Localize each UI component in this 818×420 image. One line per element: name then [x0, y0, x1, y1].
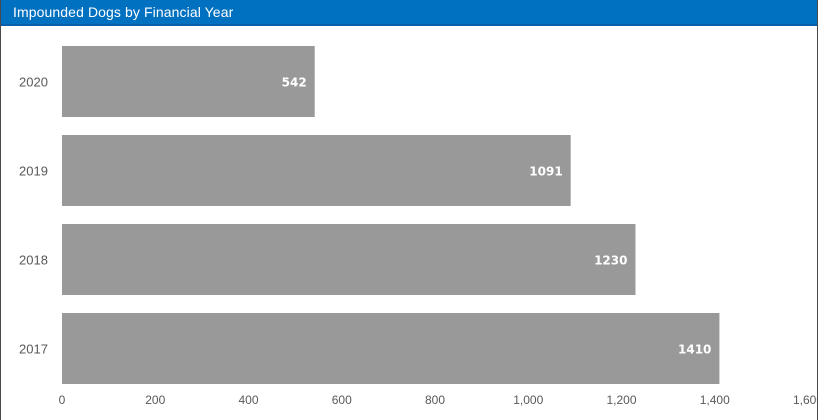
- category-label-2020: 2020: [19, 75, 48, 90]
- data-label-2018: 1230: [594, 254, 627, 268]
- x-tick-label: 600: [332, 393, 352, 407]
- category-label-2018: 2018: [19, 253, 48, 268]
- title-bar: Impounded Dogs by Financial Year: [1, 0, 817, 26]
- data-label-2019: 1091: [529, 165, 562, 179]
- x-tick-label: 400: [238, 393, 258, 407]
- x-tick-label: 1,600: [793, 393, 818, 407]
- x-tick-label: 1,000: [513, 393, 543, 407]
- chart-title: Impounded Dogs by Financial Year: [13, 4, 234, 20]
- x-tick-label: 1,400: [700, 393, 730, 407]
- data-label-2017: 1410: [678, 343, 711, 357]
- x-tick-label: 800: [425, 393, 445, 407]
- x-tick-label: 200: [145, 393, 165, 407]
- bar-2020: [62, 46, 315, 117]
- x-tick-label: 0: [59, 393, 66, 407]
- bar-2017: [62, 313, 720, 384]
- category-label-2017: 2017: [19, 342, 48, 357]
- bar-2018: [62, 224, 636, 295]
- bar-2019: [62, 135, 571, 206]
- category-label-2019: 2019: [19, 164, 48, 179]
- data-label-2020: 542: [282, 76, 307, 90]
- x-tick-label: 1,200: [606, 393, 636, 407]
